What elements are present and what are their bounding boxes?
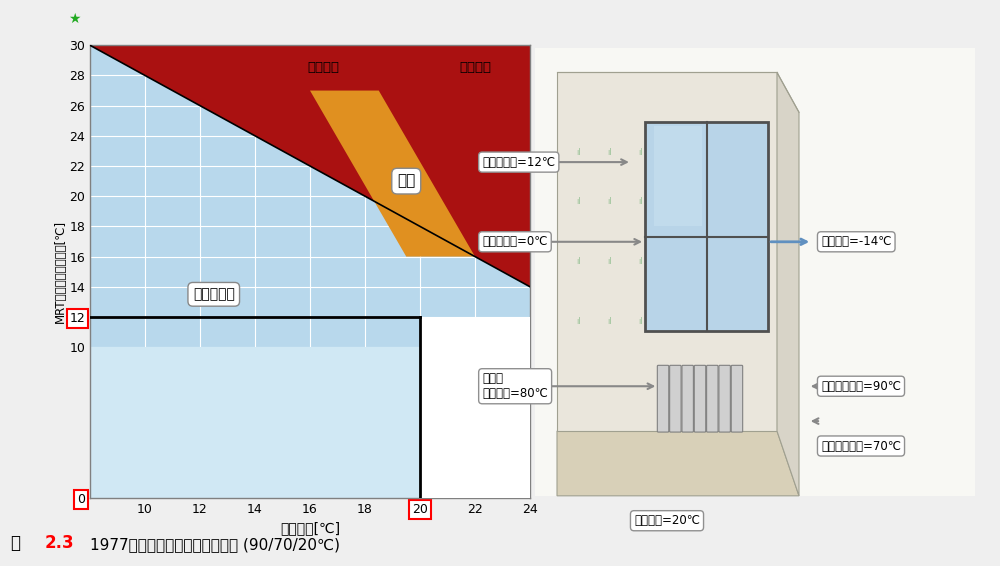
Polygon shape <box>420 317 530 498</box>
Text: ıl: ıl <box>577 198 581 207</box>
FancyBboxPatch shape <box>719 365 730 432</box>
FancyBboxPatch shape <box>535 48 975 496</box>
Text: ıl: ıl <box>577 317 581 326</box>
Polygon shape <box>90 347 420 498</box>
FancyBboxPatch shape <box>707 365 718 432</box>
Text: 寚くて不快: 寚くて不快 <box>193 288 235 301</box>
Polygon shape <box>310 91 475 256</box>
Text: ほぼ快適: ほぼ快適 <box>308 62 340 74</box>
Text: 窓表面温度=0℃: 窓表面温度=0℃ <box>482 235 548 248</box>
Text: ★: ★ <box>68 12 80 25</box>
X-axis label: 室内温度[℃]: 室内温度[℃] <box>280 521 340 535</box>
Text: ıl: ıl <box>638 317 643 326</box>
Text: 快適: 快適 <box>397 174 415 188</box>
FancyBboxPatch shape <box>657 365 669 432</box>
Text: ıl: ıl <box>607 317 612 326</box>
FancyBboxPatch shape <box>731 365 743 432</box>
Text: ıl: ıl <box>638 257 643 266</box>
Polygon shape <box>557 72 777 431</box>
Text: ıl: ıl <box>638 198 643 207</box>
Text: ıl: ıl <box>577 257 581 266</box>
Polygon shape <box>90 45 530 287</box>
Text: ıl: ıl <box>607 257 612 266</box>
FancyBboxPatch shape <box>654 126 702 226</box>
Polygon shape <box>777 72 799 496</box>
Text: ıl: ıl <box>577 148 581 157</box>
Text: 1977年以前の標準的な家の温度 (90/70/20℃): 1977年以前の標準的な家の温度 (90/70/20℃) <box>90 537 340 552</box>
Text: 外気温度=-14℃: 外気温度=-14℃ <box>821 235 892 248</box>
Polygon shape <box>557 431 799 496</box>
Text: 暸すぎる: 暸すぎる <box>459 62 491 74</box>
Text: 温水出口温度=70℃: 温水出口温度=70℃ <box>821 440 901 452</box>
Text: 室内温度=20℃: 室内温度=20℃ <box>634 514 700 527</box>
Text: 放熱器
表面温度=80℃: 放熱器 表面温度=80℃ <box>482 372 548 400</box>
Text: 温水入口温度=90℃: 温水入口温度=90℃ <box>821 380 901 393</box>
Text: 2.3: 2.3 <box>45 534 75 552</box>
FancyBboxPatch shape <box>645 122 768 332</box>
Text: 壁表面温度=12℃: 壁表面温度=12℃ <box>482 156 555 169</box>
Text: ıl: ıl <box>607 148 612 157</box>
FancyBboxPatch shape <box>670 365 681 432</box>
FancyBboxPatch shape <box>682 365 693 432</box>
FancyBboxPatch shape <box>694 365 706 432</box>
Text: ıl: ıl <box>607 198 612 207</box>
Text: 図: 図 <box>10 534 20 552</box>
Text: ıl: ıl <box>638 148 643 157</box>
Y-axis label: MRT：平均ふく射温度[℃]: MRT：平均ふく射温度[℃] <box>53 220 66 323</box>
